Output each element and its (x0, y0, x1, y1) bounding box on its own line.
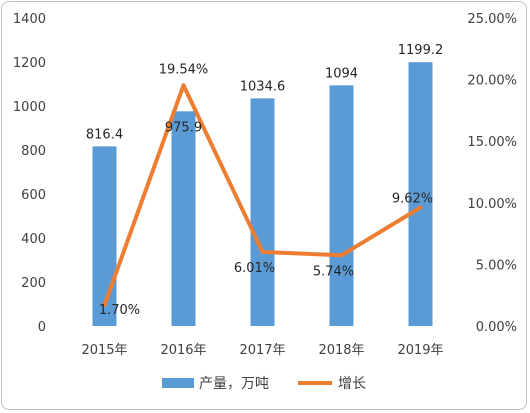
x-tick-label: 2019年 (397, 343, 443, 358)
y-left-tick-label: 400 (21, 232, 46, 247)
legend-swatch-bar (162, 378, 194, 388)
x-tick-label: 2015年 (81, 343, 127, 358)
y-left-tick-label: 600 (21, 188, 46, 203)
line-data-label: 5.74% (313, 264, 354, 279)
bar-data-label: 1094 (325, 66, 358, 81)
bar-3 (329, 85, 354, 326)
bar-2 (250, 98, 275, 326)
bar-data-label: 816.4 (86, 127, 123, 142)
legend-label-bar: 产量，万吨 (199, 376, 269, 392)
y-right-tick-label: 25.00% (467, 12, 517, 27)
bar-0 (92, 146, 117, 326)
x-tick-label: 2018年 (318, 343, 364, 358)
line-data-label: 6.01% (234, 261, 275, 276)
y-right-tick-label: 0.00% (476, 320, 517, 335)
x-tick-label: 2016年 (160, 343, 206, 358)
y-left-tick-label: 800 (21, 144, 46, 159)
growth-line (102, 83, 423, 308)
bar-4 (408, 62, 433, 327)
bar-data-label: 1199.2 (398, 43, 444, 58)
y-left-tick-label: 1200 (13, 56, 46, 71)
y-left-tick-label: 200 (21, 276, 46, 291)
y-right-tick-label: 15.00% (467, 135, 517, 150)
bar-1 (171, 111, 196, 326)
line-data-label: 1.70% (99, 303, 140, 318)
line-data-label: 9.62% (392, 191, 433, 206)
y-left-tick-label: 1000 (13, 100, 46, 115)
y-left-tick-label: 0 (38, 320, 46, 335)
legend-label-line: 增长 (338, 376, 366, 392)
bar-data-label: 1034.6 (240, 79, 286, 94)
y-right-tick-label: 20.00% (467, 74, 517, 89)
y-left-tick-label: 1400 (13, 12, 46, 27)
x-tick-label: 2017年 (239, 343, 285, 358)
y-right-tick-label: 10.00% (467, 197, 517, 212)
y-right-tick-label: 5.00% (476, 258, 517, 273)
bar-data-label: 975.9 (165, 120, 202, 135)
line-data-label: 19.54% (159, 62, 209, 77)
